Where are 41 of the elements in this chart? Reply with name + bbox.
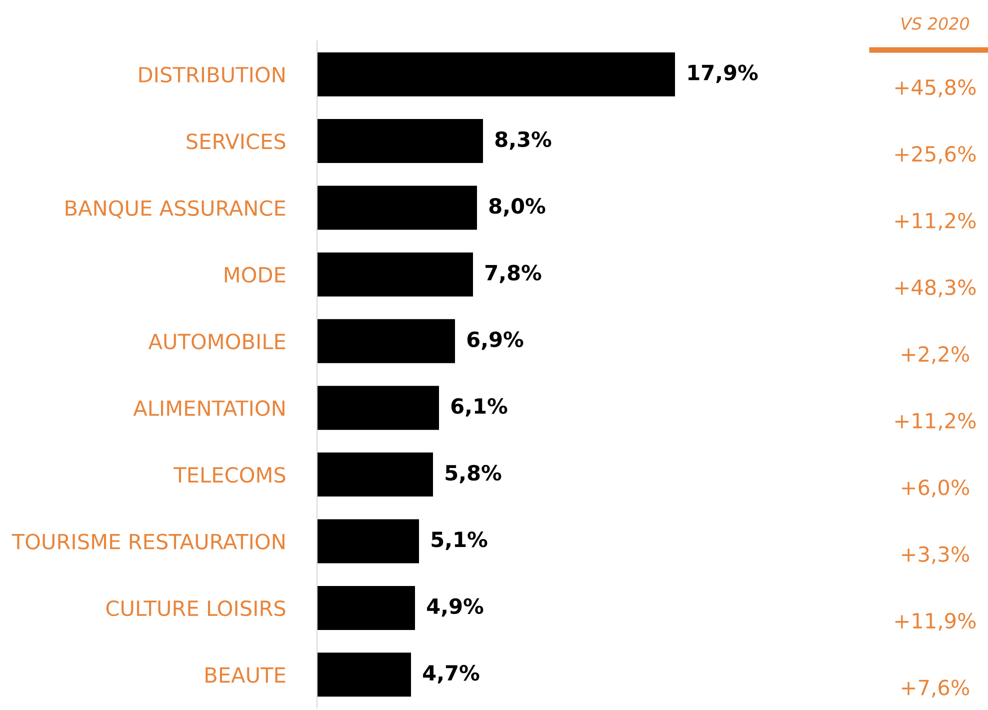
y-tick-label: CULTURE LOISIRS	[106, 600, 286, 616]
y-tick-label: DISTRIBUTION	[139, 66, 284, 83]
data-label: 4,7%	[423, 664, 480, 684]
y-tick-label: TOURISME RESTAURATION	[12, 534, 284, 550]
y-tick-label: SERVICES	[186, 134, 286, 150]
bar	[317, 252, 473, 296]
text: +2,2%	[902, 346, 970, 364]
data-label: 5,1%	[432, 532, 488, 550]
y-tick-label: TELECOMS	[174, 467, 286, 483]
text: +11,2%	[895, 412, 976, 431]
bar	[317, 52, 675, 96]
text: +7,6%	[902, 680, 970, 698]
y-tick-label: BANQUE ASSURANCE	[66, 200, 286, 218]
data-label: 17,9%	[688, 64, 758, 84]
y-tick-label: AUTOMOBILE	[148, 334, 286, 350]
bar	[317, 519, 419, 564]
data-label: 7,8%	[486, 264, 542, 284]
text: VS 2020	[901, 17, 970, 30]
bar	[317, 652, 411, 697]
text: +3,3%	[902, 546, 970, 564]
data-label: 6,1%	[451, 398, 508, 417]
data-label: 5,8%	[446, 464, 502, 484]
text: +45,8%	[895, 79, 976, 98]
y-tick-label: MODE	[224, 266, 286, 283]
bar	[317, 186, 477, 230]
bar	[317, 119, 483, 164]
data-label: 8,0%	[489, 198, 546, 216]
data-label: 6,9%	[467, 331, 524, 350]
text: +25,6%	[895, 146, 976, 164]
text: +11,2%	[895, 212, 976, 231]
text: +48,3%	[895, 279, 976, 298]
y-tick-label: BEAUTE	[206, 667, 286, 683]
data-label: 4,9%	[427, 598, 484, 617]
bar	[317, 386, 439, 430]
text: +6,0%	[902, 480, 970, 498]
text: +11,9%	[895, 612, 976, 631]
data-label: 8,3%	[495, 131, 552, 150]
bar	[317, 586, 415, 630]
y-tick-label: ALIMENTATION	[133, 400, 284, 416]
bar	[317, 319, 455, 364]
bar	[317, 452, 433, 497]
